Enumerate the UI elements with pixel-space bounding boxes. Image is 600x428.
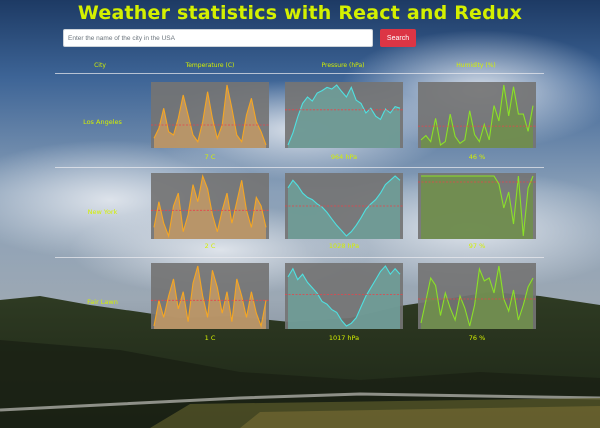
city-name: Fair Lawn bbox=[87, 298, 118, 306]
pressure-area bbox=[288, 266, 400, 329]
page-title: Weather statistics with React and Redux bbox=[77, 2, 523, 24]
city-name: Los Angeles bbox=[83, 118, 122, 126]
pressure-average: 1017 hPa bbox=[328, 334, 360, 342]
temperature-sparkline bbox=[151, 82, 269, 148]
search-button[interactable]: Search bbox=[380, 29, 416, 47]
pressure-area bbox=[288, 85, 400, 148]
humidity-line bbox=[420, 265, 534, 327]
city-name: New York bbox=[87, 208, 118, 216]
humidity-average: 76 % bbox=[468, 334, 486, 342]
humidity-average: 97 % bbox=[468, 242, 486, 250]
pressure-average: 1028 hPa bbox=[328, 242, 360, 250]
pressure-line bbox=[287, 84, 401, 146]
humidity-area bbox=[421, 176, 533, 239]
humidity-sparkline bbox=[418, 263, 536, 329]
column-header-city: City bbox=[94, 62, 106, 69]
temperature-average: 2 C bbox=[204, 242, 216, 250]
temperature-line bbox=[153, 84, 267, 146]
temperature-line bbox=[153, 173, 267, 239]
humidity-sparkline bbox=[418, 173, 536, 239]
humidity-area bbox=[421, 266, 533, 329]
temperature-average: 7 C bbox=[204, 153, 216, 161]
city-search-form: Search bbox=[63, 29, 416, 47]
column-header-temperature: Temperature (C) bbox=[185, 62, 235, 69]
pressure-line bbox=[287, 175, 401, 237]
humidity-line bbox=[421, 175, 534, 237]
row-divider bbox=[55, 167, 544, 168]
temperature-average: 1 C bbox=[204, 334, 216, 342]
pressure-area bbox=[288, 176, 400, 239]
humidity-average: 46 % bbox=[468, 153, 486, 161]
pressure-average: 964 hPa bbox=[330, 153, 358, 161]
pressure-sparkline bbox=[285, 82, 403, 148]
pressure-sparkline bbox=[285, 263, 403, 329]
humidity-sparkline bbox=[418, 82, 536, 148]
humidity-line bbox=[420, 84, 534, 146]
row-divider bbox=[55, 257, 544, 258]
temperature-line bbox=[153, 265, 267, 329]
header-divider bbox=[55, 73, 544, 74]
temperature-sparkline bbox=[151, 173, 269, 239]
column-header-humidity: Humidity (%) bbox=[456, 62, 496, 69]
pressure-line bbox=[287, 265, 401, 327]
humidity-area bbox=[421, 85, 533, 148]
city-search-input[interactable] bbox=[63, 29, 373, 47]
column-header-pressure: Pressure (hPa) bbox=[321, 62, 365, 69]
temperature-sparkline bbox=[151, 263, 269, 329]
pressure-sparkline bbox=[285, 173, 403, 239]
